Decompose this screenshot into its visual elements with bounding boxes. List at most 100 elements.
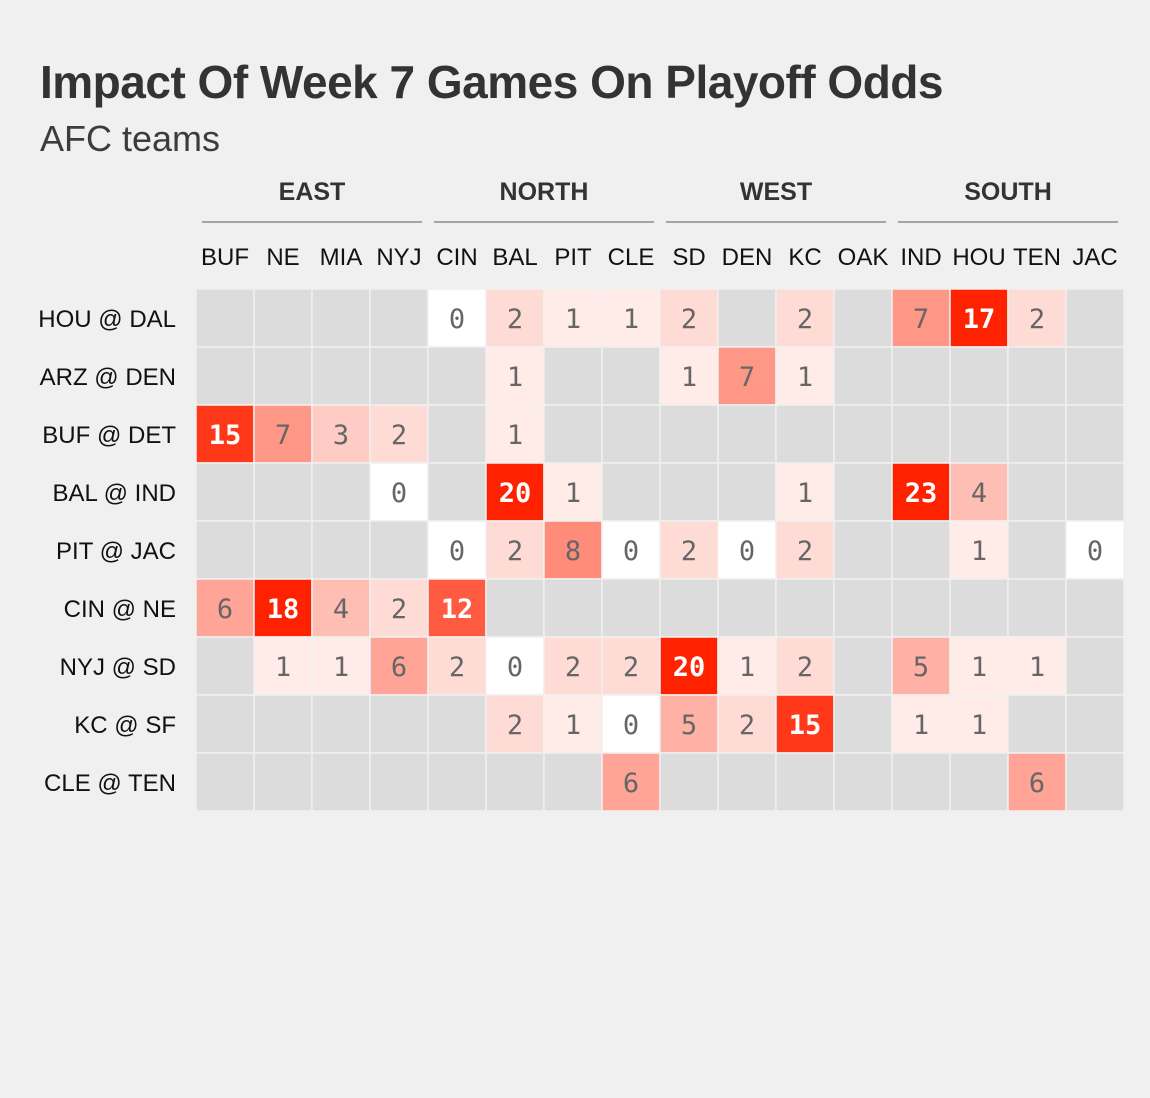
heatmap-cell	[601, 346, 661, 406]
heatmap-cell	[833, 578, 893, 638]
heatmap-cell	[601, 462, 661, 522]
chart-title: Impact Of Week 7 Games On Playoff Odds	[40, 56, 943, 108]
heatmap-cell	[833, 404, 893, 464]
heatmap-cell	[369, 288, 429, 348]
cell-value-label: 1	[971, 652, 987, 683]
heatmap-cell	[949, 462, 1009, 522]
heatmap-cell	[427, 752, 487, 812]
heatmap-cell	[833, 752, 893, 812]
heatmap-cell	[369, 578, 429, 638]
column-header-ten: TEN	[1013, 244, 1061, 271]
heatmap-cell	[195, 636, 255, 696]
heatmap-cell	[543, 462, 603, 522]
division-label-south: SOUTH	[964, 178, 1052, 206]
cell-value-label: 2	[449, 652, 465, 683]
heatmap-cell	[1065, 288, 1125, 348]
cell-value-label: 5	[681, 710, 697, 741]
cell-value-label: 2	[507, 304, 523, 335]
row-label: CLE @ TEN	[44, 770, 176, 797]
heatmap-cell	[427, 404, 487, 464]
cell-value-label: 0	[623, 536, 639, 567]
heatmap-cell	[369, 346, 429, 406]
cell-value-label: 4	[333, 594, 349, 625]
heatmap-cell	[891, 578, 951, 638]
heatmap-cell	[1065, 462, 1125, 522]
heatmap-cell	[311, 694, 371, 754]
cell-value-label: 1	[739, 652, 755, 683]
heatmap-cell	[949, 346, 1009, 406]
heatmap-cell	[833, 694, 893, 754]
heatmap-cell	[543, 578, 603, 638]
heatmap-cell	[195, 694, 255, 754]
cell-value-label: 6	[391, 652, 407, 683]
heatmap-cell	[195, 288, 255, 348]
cell-value-label: 1	[797, 478, 813, 509]
heatmap-cell	[1065, 694, 1125, 754]
cell-value-label: 18	[267, 594, 300, 625]
heatmap-cell	[717, 462, 777, 522]
heatmap-cell	[485, 462, 545, 522]
cell-value-label: 0	[449, 536, 465, 567]
heatmap-cell	[891, 752, 951, 812]
heatmap-cell	[427, 462, 487, 522]
heatmap-cell	[601, 288, 661, 348]
cell-value-label: 0	[507, 652, 523, 683]
cell-value-label: 1	[275, 652, 291, 683]
cell-value-label: 23	[905, 478, 938, 509]
heatmap-cell	[833, 462, 893, 522]
heatmap-cell	[775, 578, 835, 638]
row-label: HOU @ DAL	[38, 306, 176, 333]
heatmap-cell	[543, 520, 603, 580]
heatmap-cell	[717, 578, 777, 638]
row-label: BUF @ DET	[42, 422, 176, 449]
chart-subtitle: AFC teams	[40, 118, 221, 159]
cell-value-label: 1	[565, 478, 581, 509]
heatmap-cell	[775, 636, 835, 696]
heatmap-cell	[1065, 578, 1125, 638]
heatmap-cell	[369, 520, 429, 580]
heatmap-cell	[253, 288, 313, 348]
cell-value-label: 2	[565, 652, 581, 683]
heatmap-cell	[485, 578, 545, 638]
heatmap-cell	[601, 578, 661, 638]
heatmap-cell	[891, 520, 951, 580]
heatmap-cell	[543, 346, 603, 406]
row-label: KC @ SF	[74, 712, 176, 739]
heatmap-cell	[717, 288, 777, 348]
heatmap-cell	[427, 346, 487, 406]
heatmap-cell	[253, 694, 313, 754]
cell-value-label: 15	[209, 420, 242, 451]
column-header-nyj: NYJ	[376, 244, 421, 271]
column-header-pit: PIT	[554, 244, 592, 271]
cell-value-label: 2	[1029, 304, 1045, 335]
column-header-jac: JAC	[1072, 244, 1117, 271]
heatmap-cell	[427, 578, 487, 638]
cell-value-label: 20	[673, 652, 706, 683]
heatmap-cell	[253, 636, 313, 696]
cell-value-label: 3	[333, 420, 349, 451]
heatmap-cell	[253, 404, 313, 464]
heatmap-cell	[659, 404, 719, 464]
cell-value-label: 2	[507, 536, 523, 567]
heatmap-cell	[543, 404, 603, 464]
heatmap-cell	[543, 752, 603, 812]
cell-value-label: 0	[623, 710, 639, 741]
heatmap-cell	[253, 520, 313, 580]
column-header-kc: KC	[788, 244, 821, 271]
heatmap-cell	[659, 694, 719, 754]
heatmap-cell	[775, 752, 835, 812]
cell-value-label: 2	[681, 536, 697, 567]
cell-value-label: 6	[623, 768, 639, 799]
cell-value-label: 1	[971, 710, 987, 741]
heatmap-cell	[1007, 520, 1067, 580]
heatmap-cell	[833, 520, 893, 580]
heatmap-cell	[949, 694, 1009, 754]
column-header-den: DEN	[722, 244, 773, 271]
heatmap-cell	[311, 752, 371, 812]
cell-value-label: 2	[797, 304, 813, 335]
cell-value-label: 15	[789, 710, 822, 741]
heatmap-cell	[601, 752, 661, 812]
heatmap-cell	[427, 694, 487, 754]
cell-value-label: 1	[565, 710, 581, 741]
cell-value-label: 2	[797, 536, 813, 567]
